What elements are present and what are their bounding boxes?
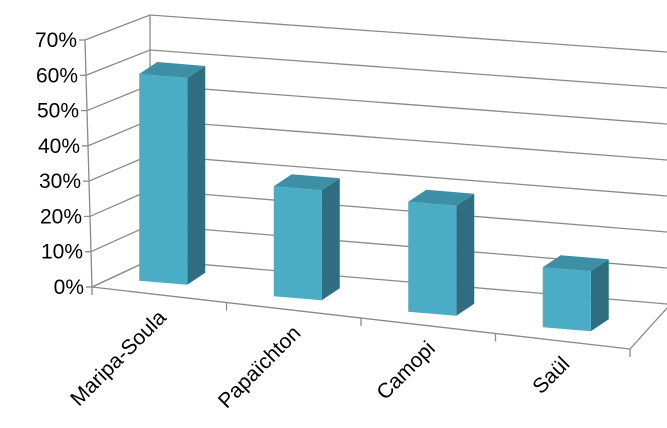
y-axis-line (84, 39, 93, 288)
x-axis-ticks: Maripa-Soula Papaïchton Camopi Saül (66, 306, 574, 413)
y-tick-label: 30% (39, 170, 81, 193)
bar-top (273, 174, 340, 191)
y-tick-label: 10% (41, 241, 83, 264)
bar-side (456, 193, 475, 316)
bar-top (542, 255, 609, 272)
y-tick-label: 0% (54, 276, 84, 299)
y-axis-ticks: 0% 10% 20% 30% 40% 50% 60% 70% (35, 29, 84, 299)
bar (139, 74, 188, 285)
bars (139, 62, 609, 332)
bar-top (408, 189, 475, 206)
y-tick-label: 70% (35, 29, 77, 52)
x-tick-label: Maripa-Soula (66, 306, 171, 411)
bar (408, 201, 457, 316)
x-tick-label: Papaïchton (214, 322, 305, 413)
bar-side (321, 178, 340, 301)
y-tick-label: 50% (37, 100, 79, 123)
bar-top (139, 62, 206, 79)
bar (273, 186, 322, 301)
bar-side (590, 259, 609, 332)
x-tick-label: Camopi (372, 337, 439, 404)
y-tick-label: 20% (40, 205, 82, 228)
y-tick-label: 60% (36, 64, 78, 87)
x-tick-label: Saül (528, 353, 574, 399)
bar-side (187, 66, 206, 285)
gridline (84, 14, 667, 53)
y-tick-label: 40% (38, 135, 80, 158)
floor-right-edge (629, 307, 667, 350)
bar (542, 267, 591, 332)
